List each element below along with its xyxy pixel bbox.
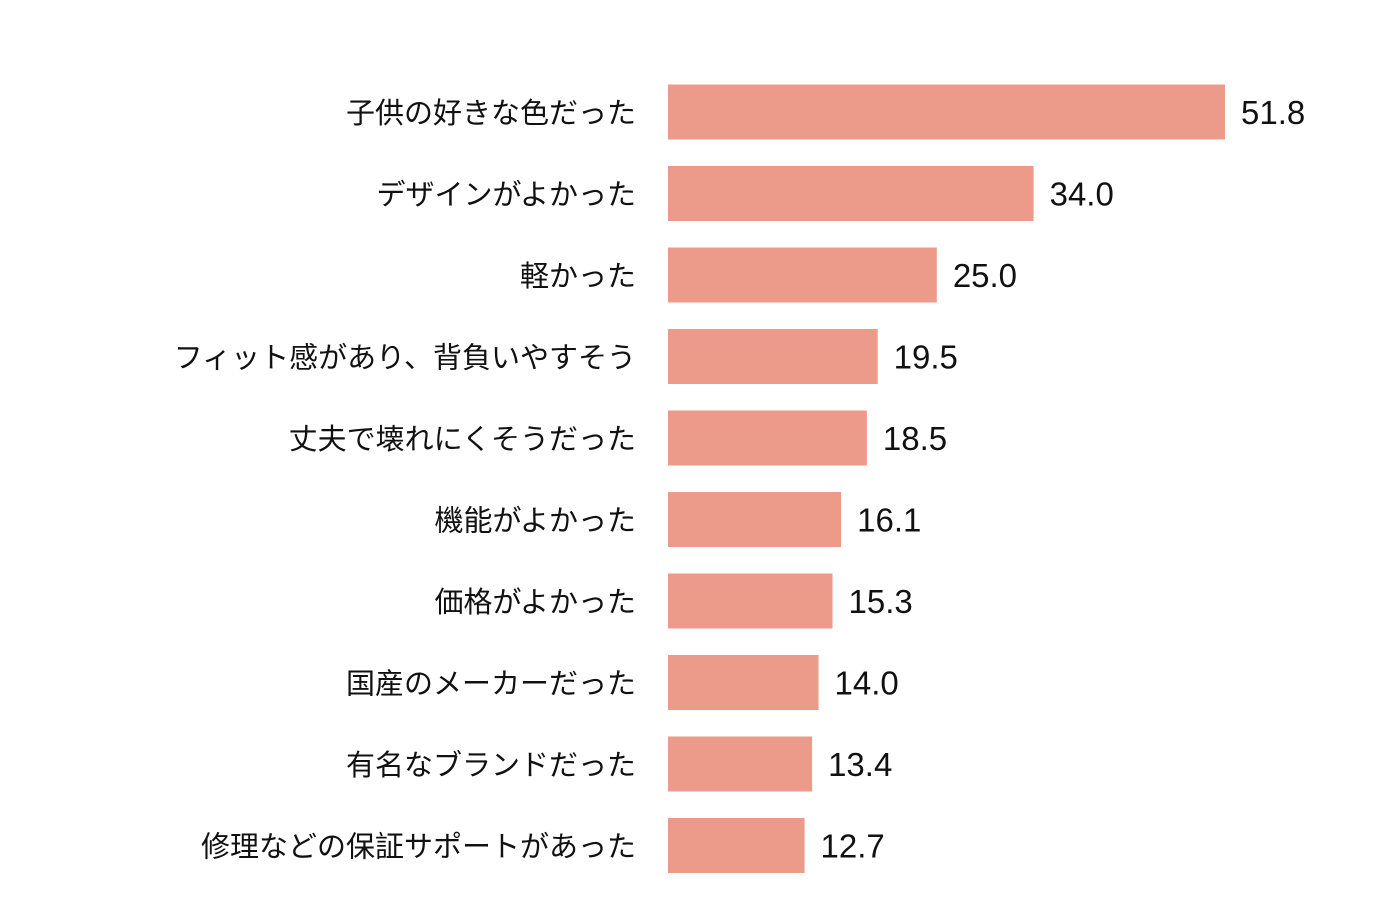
category-label: 機能がよかった bbox=[434, 504, 636, 538]
bar-row: 価格がよかった 15.3 bbox=[434, 573, 913, 629]
value-label: 13.4 bbox=[828, 746, 892, 783]
category-label: 国産のメーカーだった bbox=[346, 667, 636, 701]
bar bbox=[668, 573, 833, 629]
bar bbox=[668, 84, 1225, 140]
bar bbox=[668, 329, 878, 384]
bar bbox=[668, 247, 937, 303]
bar bbox=[668, 655, 819, 710]
bar-row: 丈夫で壊れにくそうだった 18.5 bbox=[289, 410, 947, 466]
bar-row: 子供の好きな色だった 51.8 bbox=[346, 84, 1305, 140]
value-label: 12.7 bbox=[821, 828, 885, 865]
category-label: フィット感があり、背負いやすそう bbox=[174, 341, 636, 375]
category-label: 有名なブランドだった bbox=[346, 748, 636, 782]
bar bbox=[668, 492, 842, 547]
bar-row: 国産のメーカーだった 14.0 bbox=[346, 655, 899, 710]
bar-row: 軽かった 25.0 bbox=[520, 247, 1017, 303]
value-label: 34.0 bbox=[1050, 176, 1114, 213]
bar-row: 修理などの保証サポートがあった 12.7 bbox=[201, 818, 885, 873]
category-label: 修理などの保証サポートがあった bbox=[201, 830, 636, 864]
bar-row: 機能がよかった 16.1 bbox=[434, 492, 921, 547]
category-label: 価格がよかった bbox=[434, 585, 636, 619]
category-label: 軽かった bbox=[520, 259, 636, 293]
bar bbox=[668, 166, 1034, 221]
value-label: 51.8 bbox=[1241, 94, 1305, 131]
category-label: 子供の好きな色だった bbox=[346, 96, 636, 130]
bar bbox=[668, 736, 813, 792]
value-label: 16.1 bbox=[857, 502, 921, 539]
value-label: 14.0 bbox=[835, 665, 899, 702]
category-label: 丈夫で壊れにくそうだった bbox=[289, 422, 636, 456]
value-label: 25.0 bbox=[953, 257, 1017, 294]
bar bbox=[668, 410, 867, 466]
bar-row: デザインがよかった 34.0 bbox=[376, 166, 1114, 221]
bar-row: フィット感があり、背負いやすそう 19.5 bbox=[174, 329, 958, 384]
value-label: 19.5 bbox=[894, 339, 958, 376]
category-label: デザインがよかった bbox=[376, 178, 636, 212]
value-label: 15.3 bbox=[849, 583, 913, 620]
bar bbox=[668, 818, 805, 873]
value-label: 18.5 bbox=[883, 420, 947, 457]
bar-row: 有名なブランドだった 13.4 bbox=[346, 736, 892, 792]
